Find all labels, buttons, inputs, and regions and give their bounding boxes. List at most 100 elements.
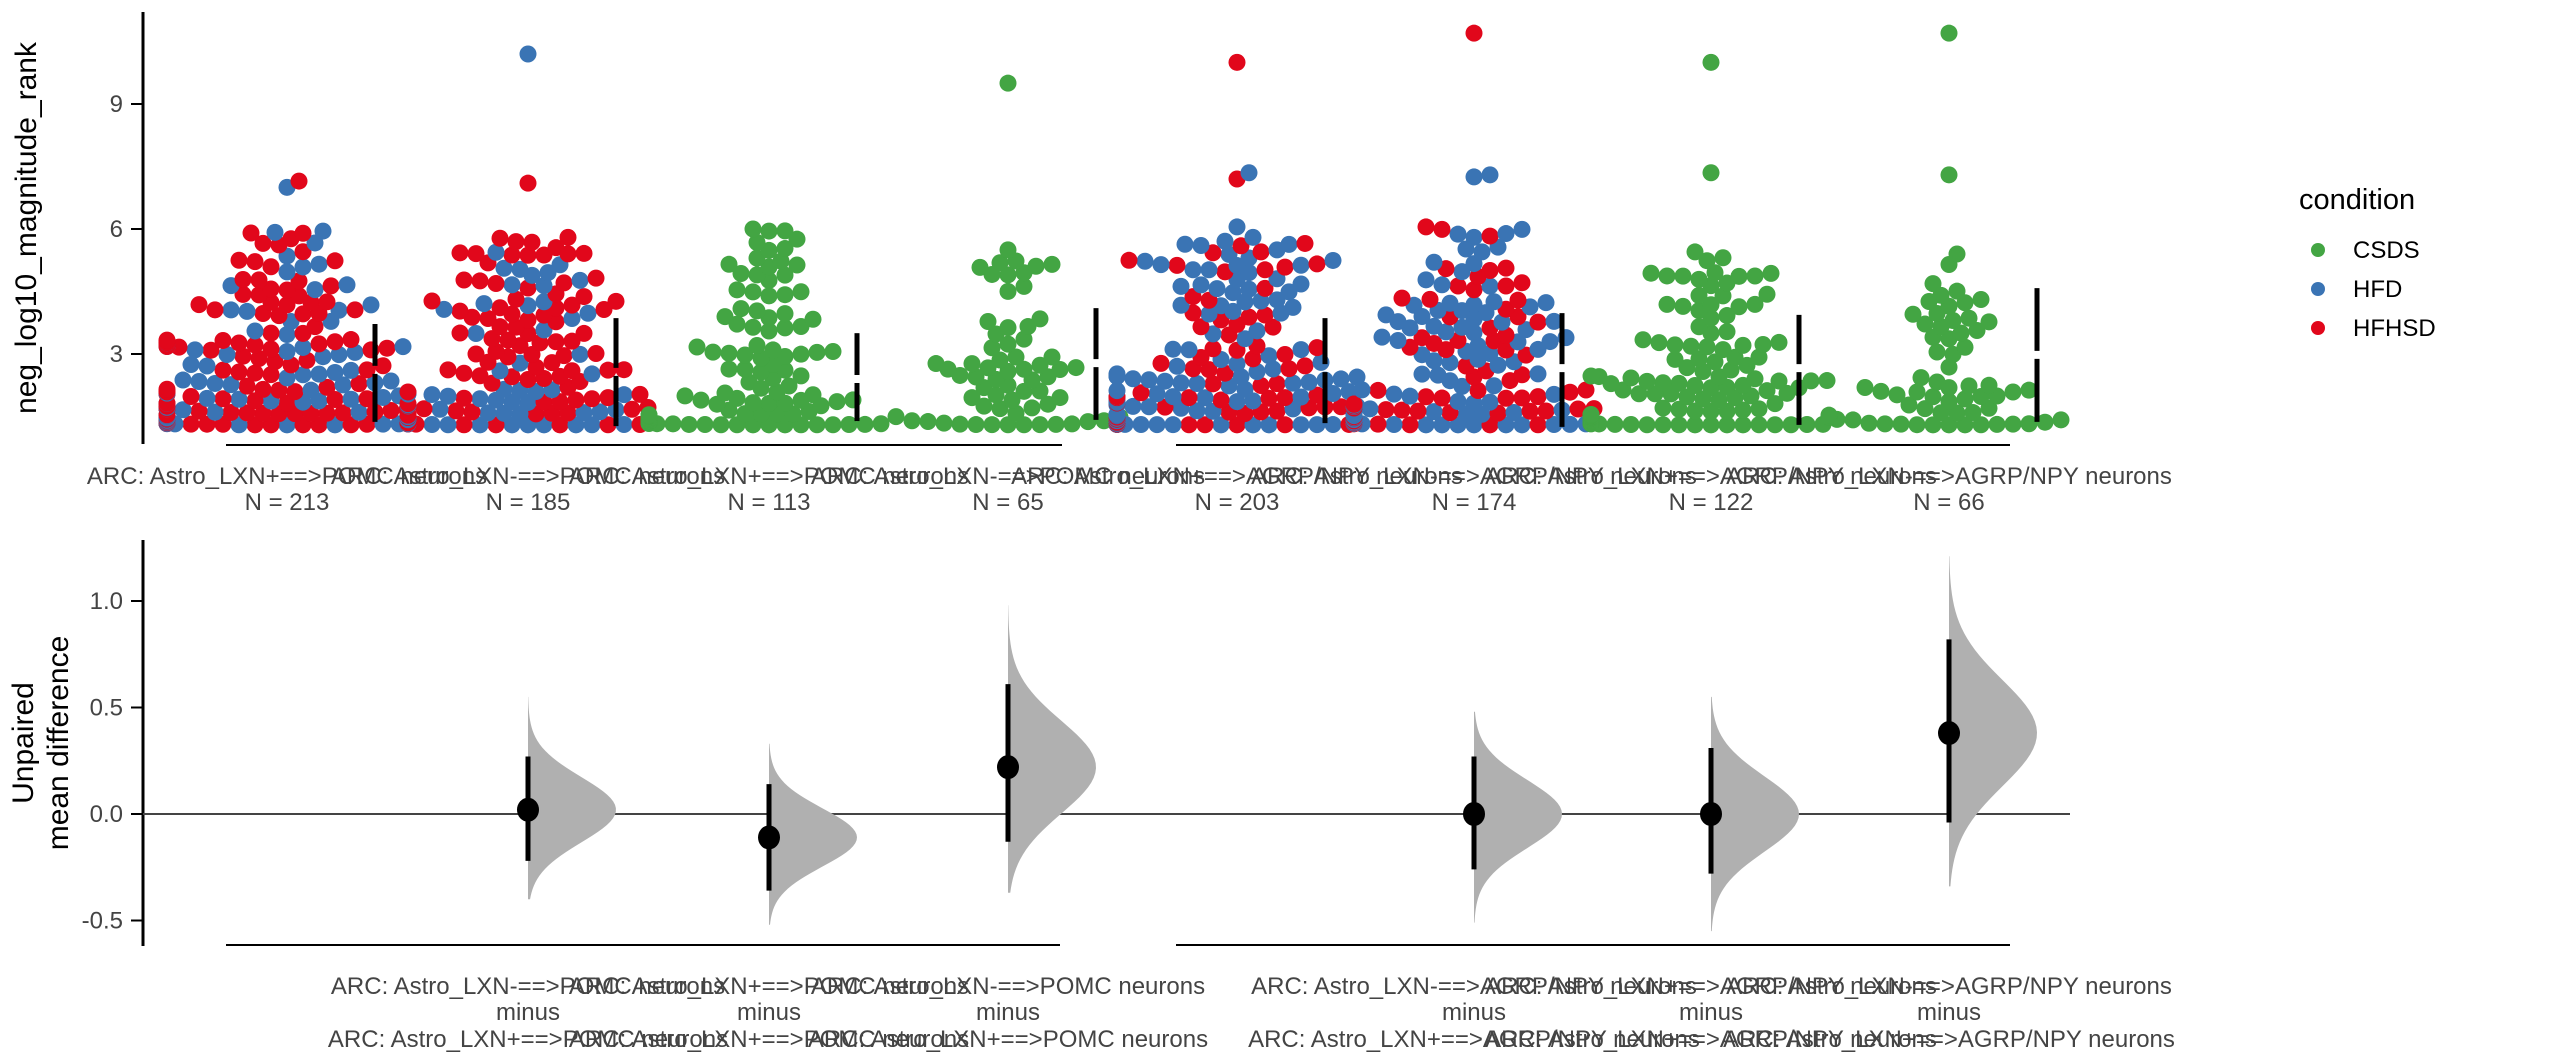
contrast-label-minus: minus [1917, 999, 1981, 1026]
swarm-point [1276, 345, 1294, 363]
swarm-point [378, 339, 396, 357]
swarm-point [1686, 376, 1704, 394]
swarm-point [1670, 416, 1688, 434]
swarm-point [999, 266, 1017, 284]
swarm-point [716, 308, 734, 326]
contrast-label-minus: minus [1679, 999, 1743, 1026]
swarm-point [230, 251, 248, 269]
swarm-point [555, 347, 573, 365]
swarm-point [262, 324, 280, 342]
swarm-point [1188, 374, 1206, 392]
legend-marker [2311, 282, 2325, 296]
group-label: ARC: Astro_LXN-==>AGRP/NPY neurons [1726, 463, 2172, 490]
swarm-point [1433, 276, 1451, 294]
swarm-point [919, 413, 937, 431]
swarm-point [631, 385, 649, 403]
swarm-point [1860, 414, 1878, 432]
swarm-point [1108, 365, 1126, 383]
swarm-point [1264, 360, 1282, 378]
swarm-point [1389, 331, 1407, 349]
swarm-point [190, 296, 208, 314]
swarm-point [1940, 166, 1958, 184]
swarm-point [748, 233, 766, 251]
swarm-point [1924, 388, 1942, 406]
swarm-point [1750, 416, 1768, 434]
swarm-point [1196, 389, 1214, 407]
swarm-point [1168, 357, 1186, 375]
swarm-point [1345, 395, 1363, 413]
swarm-point [471, 416, 489, 434]
swarm-point [1417, 271, 1435, 289]
swarm-point [1714, 249, 1732, 267]
mean-difference-dot [758, 825, 780, 850]
swarm-point [158, 331, 176, 349]
swarm-point [1968, 322, 1986, 340]
swarm-point [971, 258, 989, 276]
swarm-point [935, 414, 953, 432]
swarm-point [1529, 313, 1547, 331]
swarm-point [1844, 411, 1862, 429]
swarm-point [423, 416, 441, 434]
swarm-point [983, 339, 1001, 357]
swarm-point [519, 311, 537, 329]
swarm-point [808, 343, 826, 361]
swarm-point [760, 322, 778, 340]
swarm-point [2020, 415, 2038, 433]
contrast-label-bottom: ARC: Astro_LXN+==>AGRP/NPY neurons [1723, 1026, 2175, 1053]
swarm-point [330, 301, 348, 319]
swarm-point [246, 253, 264, 271]
swarm-point [1928, 373, 1946, 391]
swarm-point [1485, 293, 1503, 311]
legend-entries: CSDS HFD HFHSD [2311, 237, 2436, 342]
swarm-point [720, 255, 738, 273]
swarm-point [1280, 235, 1298, 253]
swarm-point [1417, 416, 1435, 434]
swarm-point [1164, 340, 1182, 358]
swarm-point [1630, 385, 1648, 403]
swarm-point [1377, 306, 1395, 324]
swarm-point [1770, 372, 1788, 390]
swarm-point [1421, 290, 1439, 308]
swarm-point [1509, 291, 1527, 309]
swarm-point [760, 241, 778, 259]
swarm-point [615, 361, 633, 379]
swarm-point [1172, 374, 1190, 392]
swarm-point [720, 344, 738, 362]
swarm-point [1465, 296, 1483, 314]
swarm-point [1746, 267, 1764, 285]
swarm-point [487, 342, 505, 360]
swarm-point [575, 244, 593, 262]
swarm-point [1980, 313, 1998, 331]
sd-bars [372, 288, 2040, 427]
y-tick-label: 9 [110, 91, 123, 118]
swarm-point [692, 391, 710, 409]
swarm-point [999, 335, 1017, 353]
swarm-point [206, 403, 224, 421]
swarm-point [415, 400, 433, 418]
swarm-point [1912, 369, 1930, 387]
swarm-point [479, 310, 497, 328]
swarm-point [1529, 416, 1547, 434]
swarm-point [1003, 391, 1021, 409]
swarm-point [1465, 281, 1483, 299]
swarm-point [1043, 348, 1061, 366]
swarm-point [1164, 416, 1182, 434]
swarm-point [1292, 416, 1310, 434]
swarm-point [1956, 390, 1974, 408]
swarm-point [1180, 341, 1198, 359]
swarm-point [182, 388, 200, 406]
swarm-point [599, 389, 617, 407]
swarm-point [198, 415, 216, 433]
swarm-point [764, 341, 782, 359]
swarm-point [491, 299, 509, 317]
y-tick-label: -0.5 [82, 908, 123, 935]
swarm-point [999, 282, 1017, 300]
swarm-point [346, 301, 364, 319]
contrast-labels: ARC: Astro_LXN-==>POMC neuronsminusARC: … [328, 973, 2175, 1053]
swarm-point [535, 321, 553, 339]
swarm-point [872, 415, 890, 433]
swarm-point [840, 415, 858, 433]
swarm-point [1485, 377, 1503, 395]
swarm-point [1702, 53, 1720, 71]
swarm-point [720, 360, 738, 378]
